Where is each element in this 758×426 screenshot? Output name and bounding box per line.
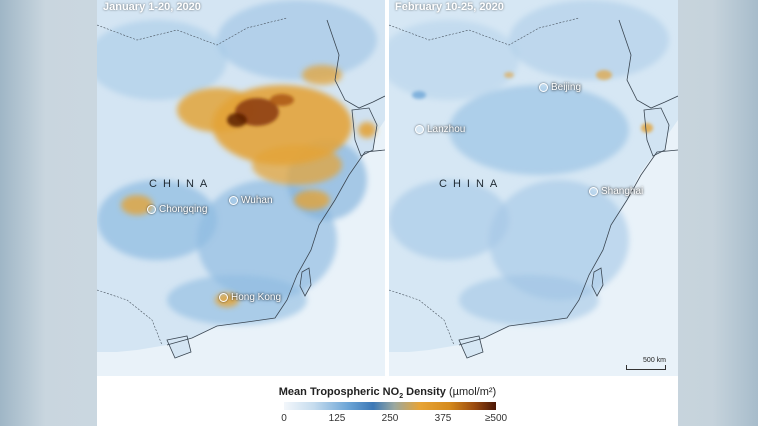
scale-line xyxy=(626,365,666,370)
city-shanghai: Shanghai xyxy=(589,186,643,197)
map-february xyxy=(389,0,678,376)
legend-unit: (µmol/m²) xyxy=(448,386,497,398)
colorbar-tick-375: 375 xyxy=(434,413,452,424)
city-lanzhou: Lanzhou xyxy=(415,124,465,135)
korea-outline xyxy=(643,107,670,157)
panel-january: January 1-20, 2020 CHINA Chongqing Wuhan… xyxy=(97,0,385,376)
city-chongqing: Chongqing xyxy=(147,204,207,215)
colorbar-tick-250: 250 xyxy=(381,413,399,424)
country-label: CHINA xyxy=(149,178,214,190)
legend: Mean Tropospheric NO2 Density (µmol/m²) … xyxy=(97,376,678,426)
hainan-island xyxy=(459,336,483,358)
colorbar xyxy=(284,402,496,410)
no2-hotspot-region xyxy=(121,65,376,307)
city-marker-icon xyxy=(589,187,598,196)
city-marker-icon xyxy=(415,125,424,134)
no2-peak-region xyxy=(227,94,294,127)
hainan-outline xyxy=(166,335,192,359)
city-label: Wuhan xyxy=(241,195,273,206)
coastline xyxy=(166,19,385,346)
border-lines xyxy=(389,17,580,346)
no2-background-haze xyxy=(97,0,377,325)
legend-title-main: Mean Tropospheric NO xyxy=(278,386,400,398)
map-january xyxy=(97,0,385,376)
legend-title-subscript: 2 xyxy=(399,393,404,401)
korea-peninsula xyxy=(644,108,669,156)
scale-label: 500 km xyxy=(643,357,666,364)
korea-outline xyxy=(351,107,378,157)
city-label: Beijing xyxy=(551,82,582,93)
city-hong-kong: Hong Kong xyxy=(219,292,281,303)
city-wuhan: Wuhan xyxy=(229,195,273,206)
legend-title-rest: Density xyxy=(403,386,446,398)
city-label: Hong Kong xyxy=(231,292,282,303)
scale-bar: 500 km xyxy=(626,357,666,370)
city-marker-icon xyxy=(539,83,548,92)
date-label-february: February 10-25, 2020 xyxy=(395,1,504,13)
colorbar-tick-500: ≥500 xyxy=(484,413,508,424)
country-label: CHINA xyxy=(439,178,504,190)
hainan-island xyxy=(167,336,191,358)
date-label-january: January 1-20, 2020 xyxy=(103,1,201,13)
hainan-outline xyxy=(458,335,484,359)
city-label: Lanzhou xyxy=(427,124,466,135)
taiwan-outline xyxy=(299,267,312,297)
city-marker-icon xyxy=(147,205,156,214)
taiwan-outline xyxy=(591,267,604,297)
city-marker-icon xyxy=(229,196,238,205)
colorbar-tick-0: 0 xyxy=(281,413,287,424)
city-marker-icon xyxy=(219,293,228,302)
no2-background-haze xyxy=(389,0,669,325)
legend-title: Mean Tropospheric NO2 Density (µmol/m²) xyxy=(97,386,678,400)
no2-residual-spots xyxy=(412,70,653,133)
map-figure: January 1-20, 2020 CHINA Chongqing Wuhan… xyxy=(97,0,678,426)
city-label: Chongqing xyxy=(159,204,208,215)
coastline xyxy=(458,19,678,346)
city-beijing: Beijing xyxy=(539,82,581,93)
border-lines xyxy=(97,17,288,346)
panel-february: February 10-25, 2020 CHINA Beijing Lanzh… xyxy=(389,0,678,376)
city-label: Shanghai xyxy=(601,186,644,197)
colorbar-tick-125: 125 xyxy=(328,413,346,424)
